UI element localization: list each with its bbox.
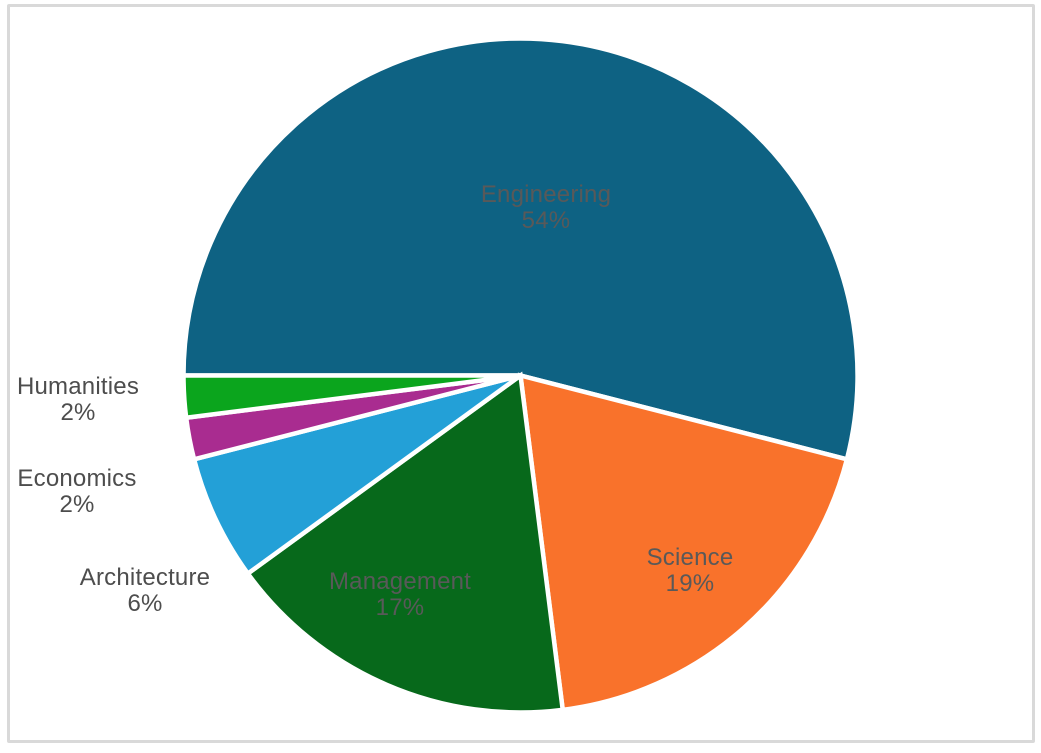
pie-slice-humanities [181,373,521,421]
data-label-percent: 54% [521,207,571,234]
data-label-percent: 19% [665,570,715,597]
pie-slice-engineering [181,36,860,463]
data-label-architecture: Architecture 6% [80,565,210,617]
data-label-management: Management 17% [329,569,471,621]
data-label-science: Science 19% [647,545,734,597]
data-label-percent: 2% [60,399,96,426]
data-label-humanities: Humanities 2% [17,374,139,426]
data-label-economics: Economics 2% [17,466,136,518]
data-label-percent: 6% [127,590,163,617]
data-label-category: Humanities [16,373,140,400]
data-label-engineering: Engineering 54% [481,182,611,234]
data-label-category: Economics [17,465,137,492]
pie-slice-science [517,372,850,713]
data-label-category: Management [328,568,472,595]
data-label-category: Science [646,544,734,571]
data-label-percent: 17% [375,594,425,621]
data-label-category: Engineering [480,181,612,208]
pie-slice-management [244,371,566,715]
pie-slice-architecture [191,373,522,577]
data-label-category: Architecture [79,564,211,591]
data-label-percent: 2% [59,491,95,518]
